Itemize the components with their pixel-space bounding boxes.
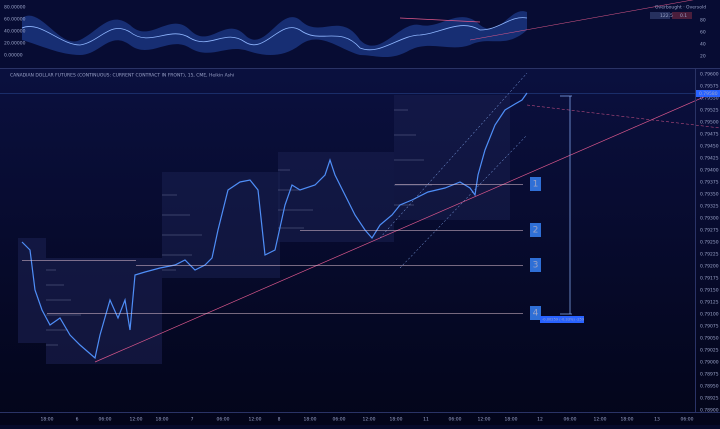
- price-series: [21, 92, 528, 360]
- oscillator-axis-label: 20: [700, 54, 706, 60]
- zone-tag: [530, 258, 541, 272]
- price-axis-label: 0.79125: [700, 300, 719, 306]
- current-price: 0.79580: [699, 91, 718, 97]
- oscillator-axis-label: 60: [700, 30, 706, 36]
- price-axis-label: 0.79450: [700, 144, 719, 150]
- time-axis-label: 18:00: [41, 417, 54, 423]
- zone-label: 1: [533, 180, 539, 190]
- time-axis-label: 6: [76, 417, 79, 423]
- price-axis-label: 0.79275: [700, 228, 719, 234]
- measure-tool: [560, 95, 572, 315]
- price-axis-label: 0.79200: [700, 264, 719, 270]
- time-axis-label: 06:00: [333, 417, 346, 423]
- time-axis-label: 18:00: [505, 417, 518, 423]
- zone-label: 3: [533, 261, 539, 271]
- legend-value: 122.5: [660, 13, 673, 19]
- price-axis-label: 0.79250: [700, 240, 719, 246]
- channel-line: [379, 72, 528, 239]
- price-axis-label: 0.79100: [700, 312, 719, 318]
- oscillator-axis-label: 80: [700, 18, 706, 24]
- trendline: [94, 89, 720, 363]
- oscillator-axis-label: 0.00000: [4, 53, 23, 59]
- time-axis-label: 18:00: [390, 417, 403, 423]
- price-axis-label: 0.79500: [700, 120, 719, 126]
- time-axis-label: 06:00: [564, 417, 577, 423]
- time-axis-label: 06:00: [99, 417, 112, 423]
- legend-box: [650, 12, 670, 19]
- time-axis-label: 06:00: [681, 417, 694, 423]
- time-axis-label: 7: [191, 417, 194, 423]
- price-axis-label: 0.79475: [700, 132, 719, 138]
- time-axis-label: 12:00: [249, 417, 262, 423]
- price-axis-label: 0.79400: [700, 168, 719, 174]
- volume-profile-bars: [46, 109, 432, 346]
- time-axis-label: 18:00: [156, 417, 169, 423]
- time-axis-label: 06:00: [449, 417, 462, 423]
- price-axis-label: 0.79300: [700, 216, 719, 222]
- oscillator-trendline: [399, 17, 481, 23]
- time-axis-label: 11: [423, 417, 429, 423]
- time-axis-label: 12:00: [363, 417, 376, 423]
- time-axis-label: 13: [654, 417, 660, 423]
- price-axis-label: 0.78925: [700, 396, 719, 402]
- price-axis-label: 0.79575: [700, 84, 719, 90]
- time-axis-label: 18:00: [304, 417, 317, 423]
- price-axis-label: 0.79600: [700, 72, 719, 78]
- channel-line: [399, 134, 528, 269]
- price-axis-label: 0.79000: [700, 360, 719, 366]
- chart-title: CANADIAN DOLLAR FUTURES (CONTINUOUS: CUR…: [10, 73, 234, 79]
- oscillator-axis-label: 40: [700, 42, 706, 48]
- price-axis-label: 0.79150: [700, 288, 719, 294]
- current-price-tag: [696, 90, 720, 97]
- volume-profile-box: [278, 152, 394, 242]
- volume-profile-box: [162, 172, 280, 278]
- volume-profile-box: [18, 238, 46, 343]
- price-axis-label: 0.79425: [700, 156, 719, 162]
- projection-line: [526, 104, 720, 129]
- time-axis-label: 06:00: [217, 417, 230, 423]
- price-axis-label: 0.79225: [700, 252, 719, 258]
- price-axis-label: 0.79075: [700, 324, 719, 330]
- price-axis-label: 0.79175: [700, 276, 719, 282]
- time-axis-label: 12: [537, 417, 543, 423]
- oscillator-axis-label: 80.00000: [4, 5, 26, 11]
- price-axis-label: 0.79350: [700, 192, 719, 198]
- price-axis-label: 0.79375: [700, 180, 719, 186]
- measure-label: -0.00259 (-0.33%) -259: [542, 318, 585, 322]
- zone-label: 2: [533, 226, 539, 236]
- oscillator-axis-label: 60.00000: [4, 17, 26, 23]
- price-axis-label: 0.78975: [700, 372, 719, 378]
- time-axis-label: 18:00: [621, 417, 634, 423]
- oscillator-line: [21, 17, 528, 51]
- price-axis-label: 0.79525: [700, 108, 719, 114]
- measure-tag: [540, 316, 584, 323]
- price-axis-label: 0.79550: [700, 96, 719, 102]
- oscillator-axis-label: 20.00000: [4, 41, 26, 47]
- zone-tag: [530, 306, 541, 320]
- price-axis-label: 0.78900: [700, 408, 719, 414]
- price-axis-label: 0.78950: [700, 384, 719, 390]
- legend-box: [672, 12, 692, 19]
- zone-tag: [530, 177, 541, 191]
- time-axis-label: 8: [278, 417, 281, 423]
- zone-label: 4: [533, 309, 539, 319]
- time-axis-label: 12:00: [594, 417, 607, 423]
- time-axis-label: 12:00: [478, 417, 491, 423]
- price-axis-label: 0.79325: [700, 204, 719, 210]
- time-axis-label: 12:00: [130, 417, 143, 423]
- price-axis-label: 0.79025: [700, 348, 719, 354]
- price-axis-label: 0.79050: [700, 336, 719, 342]
- oscillator-axis-label: 40.00000: [4, 29, 26, 35]
- volume-profile-box: [46, 258, 162, 364]
- legend-title: Overbought · Oversold: [655, 5, 706, 11]
- oscillator-band: [22, 11, 527, 58]
- legend-value: 0.1: [680, 13, 687, 19]
- oscillator-trendline: [469, 0, 694, 41]
- zone-tag: [530, 223, 541, 237]
